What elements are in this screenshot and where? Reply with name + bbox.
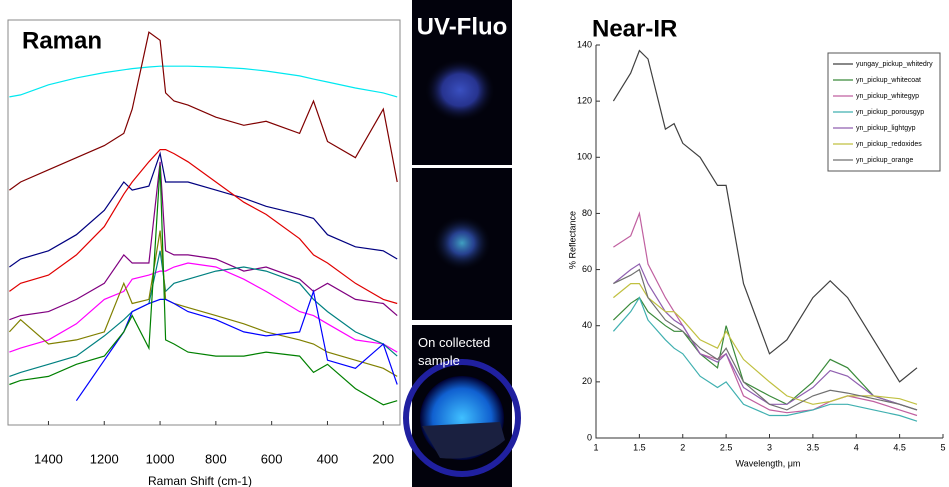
x-tick-label: 1200 bbox=[90, 451, 119, 466]
series-line bbox=[9, 151, 398, 268]
series-line bbox=[75, 289, 398, 402]
series-line bbox=[612, 49, 918, 383]
series-line bbox=[9, 31, 398, 191]
series-line bbox=[613, 268, 918, 411]
raman-x-label: Raman Shift (cm-1) bbox=[148, 474, 252, 487]
nir-y-label: % Reflectance bbox=[567, 211, 577, 269]
x-tick-label: 1400 bbox=[34, 451, 63, 466]
x-tick-label: 3.5 bbox=[807, 442, 820, 452]
x-tick-label: 1.5 bbox=[633, 442, 646, 452]
series-line bbox=[612, 296, 918, 411]
legend-label: yn_pickup_whitecoat bbox=[856, 77, 921, 84]
uv-title: UV-Fluo bbox=[417, 13, 508, 40]
y-tick-label: 100 bbox=[577, 152, 592, 162]
uv-blob bbox=[432, 215, 492, 271]
x-tick-label: 2.5 bbox=[720, 442, 733, 452]
uv-caption: On collected sample bbox=[418, 335, 491, 368]
x-tick-label: 1 bbox=[593, 442, 598, 452]
nir-x-label: Wavelength, μm bbox=[736, 458, 801, 468]
x-tick-label: 4.5 bbox=[893, 442, 906, 452]
y-tick-label: 80 bbox=[582, 208, 592, 218]
series-line bbox=[613, 211, 918, 417]
raman-title: Raman bbox=[22, 27, 102, 54]
series-line bbox=[612, 296, 918, 422]
y-tick-label: 20 bbox=[582, 376, 592, 386]
x-tick-label: 2 bbox=[680, 442, 685, 452]
x-tick-label: 800 bbox=[205, 451, 227, 466]
y-tick-label: 140 bbox=[577, 39, 592, 49]
legend-label: yn_pickup_redoxides bbox=[856, 141, 922, 148]
sample-shadow bbox=[422, 422, 505, 459]
x-tick-label: 5 bbox=[940, 442, 945, 452]
x-tick-label: 4 bbox=[854, 442, 859, 452]
x-tick-label: 400 bbox=[317, 451, 339, 466]
legend-label: yn_pickup_lightgyp bbox=[856, 125, 916, 132]
x-tick-label: 200 bbox=[372, 451, 394, 466]
x-tick-label: 3 bbox=[767, 442, 772, 452]
series-line bbox=[9, 149, 398, 305]
series-line bbox=[9, 161, 398, 321]
nir-title: Near-IR bbox=[592, 15, 677, 42]
sample-ring bbox=[403, 359, 521, 477]
legend-label: yungay_pickup_whitedry bbox=[856, 61, 933, 68]
series-line bbox=[9, 262, 398, 353]
series-line bbox=[9, 65, 398, 98]
legend-label: yn_pickup_porousgyp bbox=[856, 109, 924, 116]
legend-label: yn_pickup_orange bbox=[856, 157, 913, 164]
y-tick-label: 0 bbox=[587, 432, 592, 442]
y-tick-label: 60 bbox=[582, 264, 592, 274]
y-tick-label: 40 bbox=[582, 320, 592, 330]
uv-blob bbox=[424, 58, 496, 122]
legend-label: yn_pickup_whitegyp bbox=[856, 93, 919, 100]
series-line bbox=[9, 165, 398, 406]
series-line bbox=[9, 250, 398, 377]
x-tick-label: 600 bbox=[261, 451, 283, 466]
y-tick-label: 120 bbox=[577, 96, 592, 106]
series-line bbox=[613, 263, 918, 411]
x-tick-label: 1000 bbox=[146, 451, 175, 466]
